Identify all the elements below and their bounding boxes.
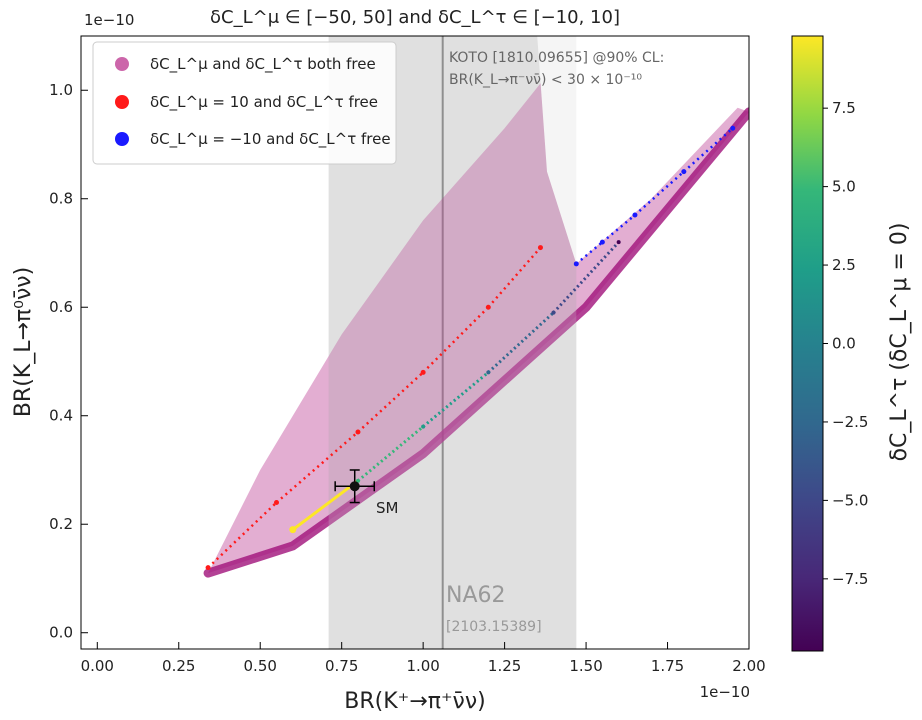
x-tick-label: 0.75 bbox=[325, 657, 358, 675]
colorbar bbox=[791, 35, 824, 652]
x-tick-label: 1.00 bbox=[406, 657, 439, 675]
blue-point bbox=[730, 125, 736, 131]
blue-point-segment bbox=[634, 170, 685, 216]
legend-marker-mu-plus10 bbox=[115, 95, 129, 109]
y-tick-label: 0.0 bbox=[49, 624, 73, 642]
chart-title: δC_L^μ ∈ [−50, 50] and δC_L^τ ∈ [−10, 10… bbox=[210, 7, 620, 28]
colored-point bbox=[421, 424, 426, 429]
colorbar-label: δC_L^τ (δC_L^μ = 0) bbox=[887, 223, 912, 462]
sm-point bbox=[349, 481, 360, 492]
colored-point bbox=[289, 526, 297, 534]
plot-frame bbox=[80, 35, 750, 650]
blue-point bbox=[573, 261, 579, 267]
red-point bbox=[205, 565, 211, 571]
sm-label: SM bbox=[376, 499, 398, 517]
band-lower-edge bbox=[203, 107, 749, 578]
legend: δC_L^μ and δC_L^τ both free δC_L^μ = 10 … bbox=[92, 41, 397, 165]
colorbar-tick-label: −5.0 bbox=[832, 491, 868, 509]
red-point bbox=[274, 500, 280, 506]
y-tick-label: 0.6 bbox=[49, 298, 73, 316]
colorbar-tick-label: 0.0 bbox=[832, 335, 856, 353]
plot-area bbox=[203, 36, 749, 649]
red-point bbox=[537, 245, 543, 251]
y-tick-label: 0.4 bbox=[49, 407, 73, 425]
colorbar-axis: 7.5 5.0 2.5 0.0 −2.5 −5.0 −7.5 bbox=[823, 99, 868, 588]
colorbar-tick-label: −2.5 bbox=[832, 413, 868, 431]
colorbar-tick-label: 7.5 bbox=[832, 99, 856, 117]
y-tick-label: 0.2 bbox=[49, 515, 73, 533]
na62-reference: [2103.15389] bbox=[446, 619, 542, 635]
colorbar-tick-label: 5.0 bbox=[832, 178, 856, 196]
x-tick-label: 0.00 bbox=[81, 657, 114, 675]
legend-label-mu-plus10: δC_L^μ = 10 and δC_L^τ free bbox=[150, 93, 378, 112]
x-tick-label: 1.25 bbox=[488, 657, 521, 675]
colored-point bbox=[616, 240, 621, 245]
x-axis: 0.00 0.25 0.50 0.75 1.00 1.25 1.50 1.75 2.00 bbox=[81, 642, 766, 675]
legend-marker-both-free bbox=[115, 57, 129, 71]
legend-marker-mu-minus10 bbox=[115, 132, 129, 146]
y-tick-label: 0.8 bbox=[49, 190, 73, 208]
x-tick-label: 1.75 bbox=[651, 657, 684, 675]
x-tick-label: 0.25 bbox=[162, 657, 195, 675]
x-tick-label: 1.50 bbox=[569, 657, 602, 675]
koto-annotation-line1: KOTO [1810.09655] @90% CL: bbox=[449, 50, 664, 66]
legend-label-both-free: δC_L^μ and δC_L^τ both free bbox=[150, 55, 376, 74]
x-tick-label: 2.00 bbox=[732, 657, 765, 675]
red-point bbox=[420, 369, 426, 375]
x-tick-label: 0.50 bbox=[244, 657, 277, 675]
x-axis-label: BR(K⁺→π⁺ν̄ν) bbox=[344, 689, 485, 714]
colored-segment bbox=[357, 425, 425, 482]
y-exponent-label: 1e−10 bbox=[84, 11, 134, 29]
blue-point bbox=[632, 212, 638, 218]
colored-segment bbox=[422, 371, 490, 428]
koto-annotation-line2: BR(K_L→π⁻νν̄) < 30 × 10⁻¹⁰ bbox=[449, 72, 642, 88]
blue-point-segment bbox=[601, 214, 636, 244]
colorbar-tick-label: −7.5 bbox=[832, 570, 868, 588]
na62-label: NA62 bbox=[446, 583, 506, 608]
blue-point bbox=[599, 239, 605, 245]
colored-point bbox=[551, 310, 556, 315]
red-point bbox=[485, 304, 491, 310]
red-point bbox=[355, 429, 361, 435]
y-axis-label: BR(K_L→π⁰ν̄ν) bbox=[11, 267, 36, 417]
red-point-segment bbox=[357, 371, 424, 433]
colorbar-tick-label: 2.5 bbox=[832, 256, 856, 274]
red-point-segment bbox=[207, 501, 278, 569]
y-tick-label: 1.0 bbox=[49, 81, 73, 99]
colored-segment bbox=[291, 479, 359, 531]
x-exponent-label: 1e−10 bbox=[700, 683, 750, 701]
red-point-segment bbox=[487, 246, 542, 309]
legend-box bbox=[92, 41, 397, 165]
legend-label-mu-minus10: δC_L^μ = −10 and δC_L^τ free bbox=[150, 130, 391, 149]
band-notch bbox=[537, 36, 749, 264]
colored-point bbox=[486, 370, 491, 375]
y-axis: 0.0 0.2 0.4 0.6 0.8 1.0 bbox=[49, 81, 88, 642]
blue-point bbox=[681, 169, 687, 175]
colored-segment bbox=[552, 241, 620, 314]
blue-point-segment bbox=[682, 127, 734, 173]
